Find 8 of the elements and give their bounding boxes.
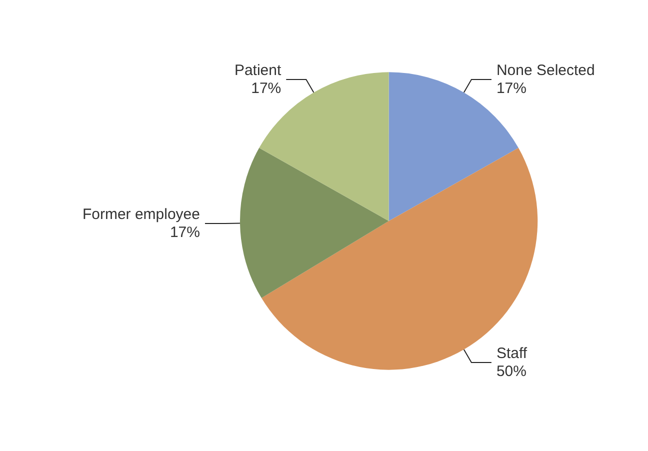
slice-label: Former employee xyxy=(82,206,200,224)
slice-label: Patient xyxy=(234,62,282,80)
data-label: 50% xyxy=(496,362,526,380)
slice-label: Staff xyxy=(496,344,528,362)
slice-label: None Selected xyxy=(496,62,595,80)
data-label: 17% xyxy=(170,224,200,242)
data-label: 17% xyxy=(496,80,526,98)
data-label: 17% xyxy=(251,80,282,98)
